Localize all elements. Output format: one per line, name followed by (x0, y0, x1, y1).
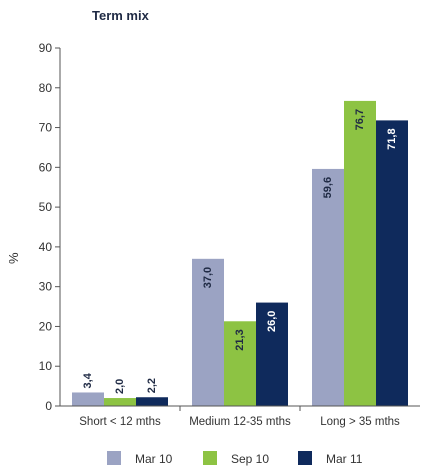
chart-title: Term mix (92, 8, 150, 23)
legend-label: Mar 10 (135, 452, 173, 466)
y-tick-label: 0 (45, 399, 52, 413)
y-axis: 0 10 20 30 40 50 60 70 80 90 (39, 41, 61, 413)
x-category-label: Medium 12-35 mths (189, 416, 291, 428)
legend: Mar 10 Sep 10 Mar 11 (107, 451, 363, 466)
data-label: 2,0 (114, 379, 126, 394)
y-tick-label: 60 (39, 160, 53, 174)
data-label: 21,3 (234, 329, 246, 350)
bar (224, 321, 256, 406)
bar (192, 258, 224, 406)
y-tick-label: 20 (39, 319, 53, 333)
data-label: 3,4 (82, 372, 94, 388)
legend-label: Mar 11 (326, 452, 363, 466)
y-tick-label: 40 (39, 240, 53, 254)
data-label: 71,8 (386, 128, 398, 149)
data-label: 76,7 (354, 109, 366, 130)
y-axis-label: % (6, 252, 21, 264)
bar (72, 392, 104, 406)
data-label: 37,0 (202, 267, 214, 288)
bars: 3,4 37,0 59,6 2,0 21,3 76,7 2,2 26,0 71,8 (72, 100, 408, 406)
y-tick-label: 80 (39, 81, 53, 95)
y-tick-label: 70 (39, 121, 53, 135)
bar (104, 398, 136, 406)
legend-swatch (203, 451, 217, 465)
legend-label: Sep 10 (231, 452, 269, 466)
x-category-label: Short < 12 mths (79, 416, 161, 428)
y-tick-label: 50 (39, 200, 53, 214)
legend-swatch (107, 451, 121, 465)
y-tick-label: 30 (39, 280, 53, 294)
data-label: 26,0 (266, 311, 278, 332)
x-category-label: Long > 35 mths (320, 416, 400, 428)
data-label: 2,2 (146, 378, 158, 393)
legend-swatch (298, 451, 312, 465)
bar (256, 302, 288, 406)
bar (136, 397, 168, 406)
bar (376, 120, 408, 406)
bar (312, 168, 344, 406)
y-tick-label: 10 (39, 359, 53, 373)
bar (344, 100, 376, 406)
data-label: 59,6 (322, 177, 334, 198)
x-axis: Short < 12 mths Medium 12-35 mths Long > 3… (60, 405, 420, 428)
y-tick-label: 90 (39, 41, 53, 55)
